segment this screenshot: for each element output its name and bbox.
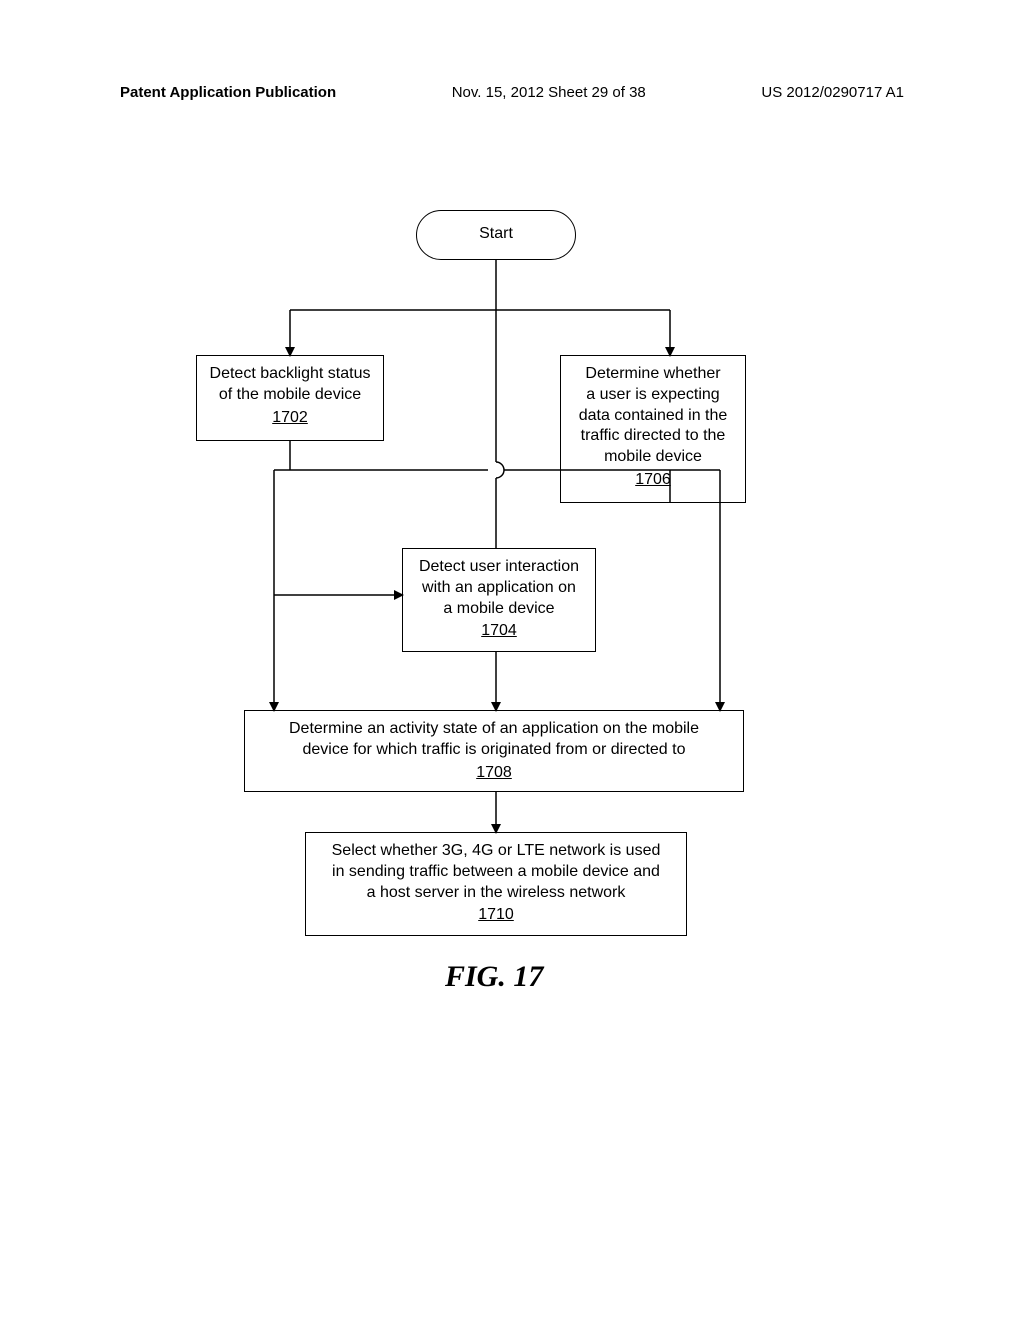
node-1706: Determine whethera user is expectingdata…: [560, 355, 746, 503]
node-1710-ref: 1710: [312, 905, 680, 926]
node-1706-ref: 1706: [567, 470, 739, 491]
node-1710: Select whether 3G, 4G or LTE network is …: [305, 832, 687, 936]
node-start-label: Start: [479, 225, 513, 242]
node-1708-ref: 1708: [251, 763, 737, 784]
publication-date: Nov. 15, 2012 Sheet 29 of 38: [452, 84, 646, 101]
node-start: Start: [416, 210, 576, 260]
page-header: Patent Application Publication Nov. 15, …: [120, 84, 904, 101]
node-1708: Determine an activity state of an applic…: [244, 710, 744, 792]
publication-label: Patent Application Publication: [120, 84, 336, 101]
node-1704-ref: 1704: [409, 621, 589, 642]
node-1702: Detect backlight statusof the mobile dev…: [196, 355, 384, 441]
node-1702-text: Detect backlight statusof the mobile dev…: [210, 365, 371, 403]
node-1708-text: Determine an activity state of an applic…: [289, 720, 699, 758]
node-1710-text: Select whether 3G, 4G or LTE network is …: [332, 842, 661, 901]
node-1702-ref: 1702: [203, 408, 377, 429]
node-1704: Detect user interactionwith an applicati…: [402, 548, 596, 652]
figure-label: FIG. 17: [445, 960, 543, 994]
node-1706-text: Determine whethera user is expectingdata…: [579, 365, 728, 465]
publication-number: US 2012/0290717 A1: [761, 84, 904, 101]
node-1704-text: Detect user interactionwith an applicati…: [419, 558, 579, 617]
